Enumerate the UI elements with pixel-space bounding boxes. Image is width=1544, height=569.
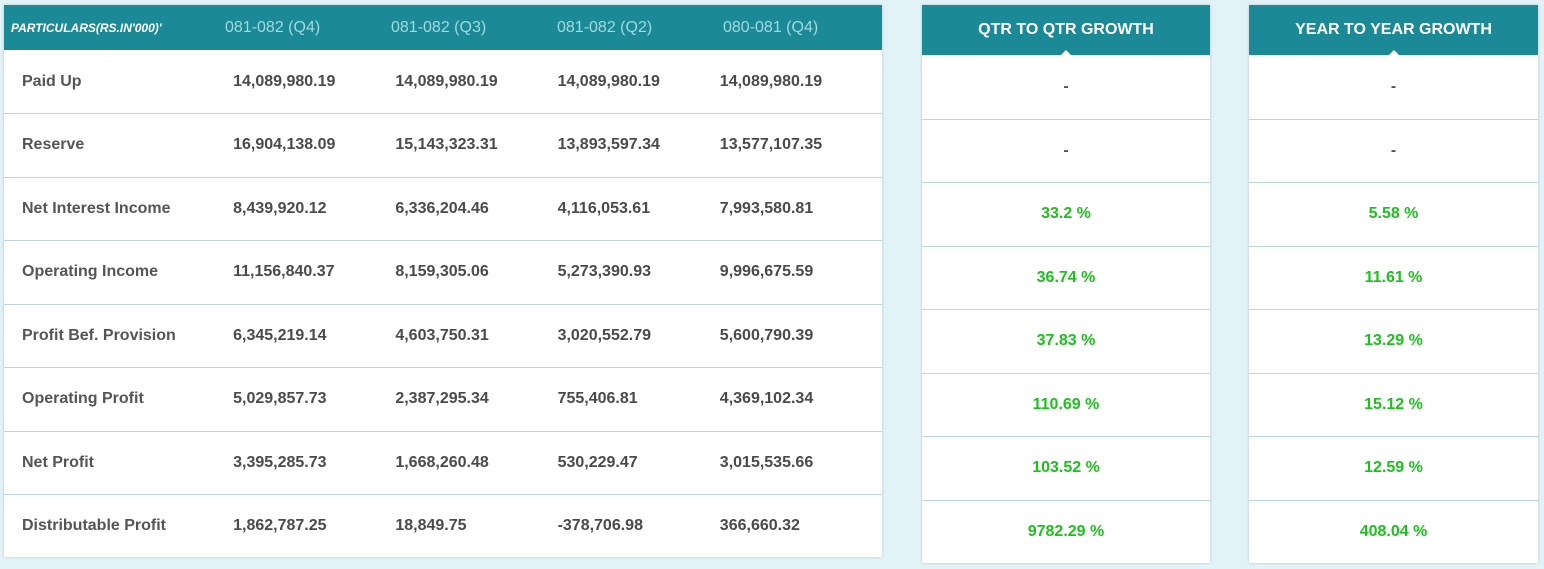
yoy-growth-cell: - [1249, 118, 1538, 183]
qtr-growth-title: QTR TO QTR GROWTH [978, 21, 1154, 38]
table-row: Distributable Profit 1,862,787.25 18,849… [4, 494, 882, 558]
qtr-growth-panel: QTR TO QTR GROWTH - - 33.2 % 36.74 % 37.… [922, 5, 1210, 563]
qtr-growth-cell: - [922, 118, 1210, 183]
yoy-growth-header: YEAR TO YEAR GROWTH [1249, 5, 1538, 56]
cell-value: 14,089,980.19 [233, 72, 336, 90]
financials-table: PARTICULARS(RS.IN'000)' 081-082 (Q4) 081… [4, 5, 882, 557]
cell-value: 6,345,219.14 [233, 326, 327, 344]
table-row: Profit Bef. Provision 6,345,219.14 4,603… [4, 303, 882, 368]
cell-value: 755,406.81 [557, 390, 638, 408]
period-header-1[interactable]: 081-082 (Q4) [225, 18, 321, 36]
cell-value: 14,089,980.19 [557, 72, 660, 90]
cell-value: 1,668,260.48 [395, 453, 489, 471]
yoy-growth-title: YEAR TO YEAR GROWTH [1295, 21, 1492, 38]
cell-value: 2,387,295.34 [395, 390, 489, 408]
yoy-growth-cell: 5.58 % [1249, 182, 1538, 246]
qtr-growth-cell: 33.2 % [922, 182, 1210, 246]
table-row: Operating Income 11,156,840.37 8,159,305… [4, 240, 882, 304]
cell-value: 366,660.32 [719, 517, 800, 535]
cell-value: 5,273,390.93 [557, 263, 651, 281]
row-label: Distributable Profit [22, 517, 167, 535]
row-label: Net Interest Income [22, 199, 171, 217]
qtr-growth-cell: 9782.29 % [922, 499, 1210, 564]
cell-value: 8,439,920.12 [233, 199, 327, 217]
cell-value: 16,904,138.09 [233, 136, 336, 154]
yoy-growth-panel: YEAR TO YEAR GROWTH - - 5.58 % 11.61 % 1… [1249, 5, 1538, 563]
cell-value: 6,336,204.46 [395, 199, 489, 217]
table-row: Paid Up 14,089,980.19 14,089,980.19 14,0… [4, 50, 882, 113]
cell-value: 11,156,840.37 [233, 263, 335, 281]
table-header: PARTICULARS(RS.IN'000)' 081-082 (Q4) 081… [4, 5, 882, 50]
qtr-growth-cell: 37.83 % [922, 309, 1210, 373]
cell-value: 4,603,750.31 [395, 326, 489, 344]
qtr-growth-cell: 36.74 % [922, 245, 1210, 310]
qtr-growth-cell: 110.69 % [922, 372, 1210, 437]
row-label: Net Profit [22, 453, 94, 471]
row-label: Paid Up [22, 72, 82, 90]
cell-value: 7,993,580.81 [719, 199, 814, 217]
qtr-growth-header: QTR TO QTR GROWTH [922, 5, 1210, 56]
yoy-growth-cell: 408.04 % [1249, 499, 1538, 564]
cell-value: 530,229.47 [557, 453, 638, 471]
caret-up-icon [1387, 50, 1400, 56]
cell-value: 15,143,323.31 [395, 136, 498, 154]
cell-value: 8,159,305.06 [395, 263, 489, 281]
cell-value: 13,893,597.34 [557, 136, 660, 154]
row-label: Operating Profit [22, 390, 144, 408]
particulars-header: PARTICULARS(RS.IN'000)' [11, 20, 162, 35]
cell-value: 9,996,675.59 [719, 263, 814, 281]
cell-value: 14,089,980.19 [395, 72, 498, 90]
cell-value: 1,862,787.25 [233, 517, 327, 535]
cell-value: 13,577,107.35 [719, 136, 823, 154]
cell-value: 4,116,053.61 [557, 199, 651, 217]
caret-up-icon [1060, 50, 1072, 56]
table-row: Net Interest Income 8,439,920.12 6,336,2… [4, 176, 882, 241]
yoy-growth-cell: 12.59 % [1249, 436, 1538, 500]
row-label: Profit Bef. Provision [22, 326, 176, 344]
table-row: Net Profit 3,395,285.73 1,668,260.48 530… [4, 430, 882, 495]
table-row: Operating Profit 5,029,857.73 2,387,295.… [4, 367, 882, 431]
row-label: Operating Income [22, 263, 159, 281]
yoy-growth-cell: - [1390, 77, 1397, 95]
cell-value: 3,015,535.66 [719, 453, 814, 471]
period-header-2[interactable]: 081-082 (Q3) [391, 18, 487, 36]
cell-value: 3,395,285.73 [233, 453, 327, 471]
yoy-growth-cell: 15.12 % [1249, 372, 1538, 437]
cell-value: -378,706.98 [557, 517, 643, 535]
cell-value: 3,020,552.79 [557, 326, 651, 344]
period-header-3[interactable]: 081-082 (Q2) [557, 18, 653, 36]
cell-value: 4,369,102.34 [719, 390, 814, 408]
qtr-growth-cell: - [1063, 77, 1069, 95]
row-label: Reserve [22, 136, 85, 154]
table-row: Reserve 16,904,138.09 15,143,323.31 13,8… [4, 113, 882, 177]
yoy-growth-cell: 11.61 % [1249, 245, 1538, 310]
cell-value: 5,029,857.73 [233, 390, 327, 408]
cell-value: 18,849.75 [395, 517, 467, 535]
cell-value: 14,089,980.19 [719, 72, 823, 90]
qtr-growth-cell: 103.52 % [922, 436, 1210, 500]
yoy-growth-cell: 13.29 % [1249, 309, 1538, 373]
cell-value: 5,600,790.39 [719, 326, 814, 344]
period-header-4[interactable]: 080-081 (Q4) [723, 18, 819, 36]
